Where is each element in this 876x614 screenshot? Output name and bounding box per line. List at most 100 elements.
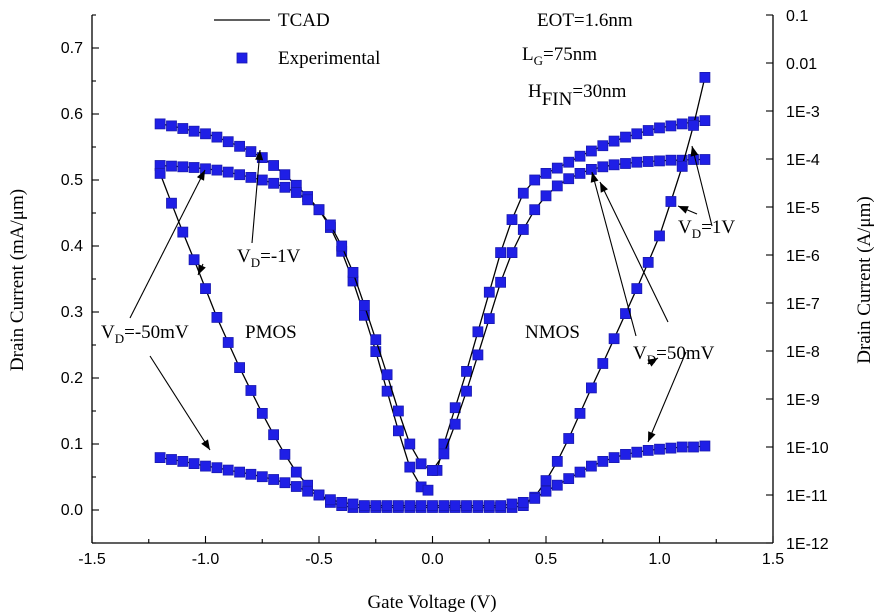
experimental-point: [517, 496, 529, 508]
experimental-point: [574, 407, 586, 419]
experimental-point: [166, 160, 177, 172]
left-y-tick-label: 0.3: [61, 304, 83, 321]
experimental-point: [211, 311, 223, 323]
left-y-tick-label: 0.0: [61, 502, 83, 519]
left-y-tick-label: 0.1: [61, 436, 83, 453]
right-y-axis-title: Drain Current (A/μm): [854, 196, 875, 363]
arrow-vd-minus-1v-short: [197, 263, 206, 276]
experimental-point: [506, 214, 518, 226]
experimental-point: [461, 365, 472, 377]
experimental-point: [415, 458, 427, 470]
experimental-point: [370, 334, 382, 346]
experimental-point: [665, 120, 677, 132]
experimental-point: [200, 163, 211, 175]
experimental-point: [529, 204, 541, 216]
experimental-point: [381, 369, 393, 381]
experimental-point: [279, 448, 291, 460]
experimental-point: [245, 385, 257, 396]
experimental-point: [551, 455, 563, 467]
experimental-point: [370, 500, 382, 512]
experimental-point: [688, 154, 699, 165]
tcad-line: [436, 119, 705, 471]
experimental-point: [256, 174, 268, 186]
experimental-point: [234, 466, 246, 478]
experimental-point: [608, 159, 620, 171]
experimental-point: [495, 500, 507, 512]
arrow-vd-50mv-right: [647, 357, 659, 367]
experimental-point: [290, 481, 302, 492]
arrow-vd-50mv-upper: [599, 181, 669, 323]
experimental-point: [166, 454, 177, 465]
experimental-point: [256, 471, 268, 483]
experimental-point: [154, 452, 166, 464]
experimental-point: [302, 485, 314, 497]
experimental-point: [597, 455, 609, 467]
experimental-point: [211, 164, 223, 176]
experimental-point: [358, 500, 370, 512]
experimental-point: [517, 224, 529, 235]
experimental-point: [234, 362, 246, 374]
experimental-point: [551, 479, 563, 491]
label-pmos: PMOS: [245, 322, 297, 343]
experimental-point: [211, 131, 223, 143]
annotation-vd-minus-50mv: VD=-50mV: [101, 322, 189, 346]
right-y-tick-label: 1E-7: [786, 296, 820, 313]
left-y-axis-title: Drain Current (mA/μm): [7, 189, 28, 371]
experimental-point: [347, 266, 359, 278]
experimental-point: [586, 382, 597, 394]
experimental-point: [381, 500, 393, 512]
experimental-point: [506, 498, 518, 510]
arrow-vd-50mv-mid: [590, 171, 637, 337]
experimental-point: [540, 485, 552, 497]
experimental-point: [665, 154, 677, 166]
experimental-point: [665, 196, 677, 207]
experimental-point: [642, 125, 654, 136]
right-y-tick-label: 1E-3: [786, 104, 820, 121]
experimental-point: [313, 489, 325, 501]
experimental-point: [517, 187, 529, 199]
experimental-point: [506, 247, 518, 259]
experimental-point: [392, 425, 404, 437]
arrow-vd-minus-50mv-upper: [129, 169, 206, 319]
experimental-point: [563, 156, 575, 168]
experimental-point: [166, 197, 177, 209]
x-tick-label: -1.5: [78, 551, 106, 568]
experimental-point: [597, 358, 609, 369]
experimental-point: [222, 337, 234, 348]
experimental-point: [347, 498, 359, 510]
experimental-point: [222, 464, 234, 476]
experimental-point: [392, 500, 404, 512]
experimental-point: [586, 460, 597, 472]
right-y-tick-label: 1E-11: [786, 488, 828, 505]
experimental-point: [211, 462, 223, 474]
experimental-point: [574, 466, 586, 478]
arrow-vd-50mv-lower: [647, 351, 687, 443]
left-y-tick-label: 0.7: [61, 40, 83, 57]
experimental-point: [279, 181, 291, 193]
experimental-point: [676, 441, 688, 453]
experimental-point: [574, 167, 586, 179]
left-y-tick-label: 0.5: [61, 172, 83, 189]
legend: TCAD Experimental: [214, 10, 380, 69]
experimental-point: [472, 500, 484, 512]
experimental-point: [336, 496, 348, 508]
experimental-point: [166, 120, 177, 132]
param-hfin: HFIN=30nm: [528, 81, 627, 110]
experimental-point: [177, 123, 189, 134]
experimental-point: [699, 115, 711, 126]
series-1: [154, 160, 438, 476]
annotation-vd-50mv: VD=50mV: [633, 343, 715, 367]
experimental-point: [631, 128, 643, 140]
experimental-point: [699, 72, 711, 83]
experimental-point: [631, 446, 643, 458]
experimental-point: [540, 190, 552, 202]
right-y-tick-label: 1E-6: [786, 248, 820, 265]
annotation-vd-1v: VD=1V: [678, 217, 735, 241]
label-nmos: NMOS: [525, 322, 580, 343]
experimental-point: [268, 177, 280, 189]
experimental-point: [461, 500, 472, 512]
experimental-point: [222, 166, 234, 178]
experimental-point: [200, 460, 211, 472]
experimental-point: [631, 283, 643, 295]
